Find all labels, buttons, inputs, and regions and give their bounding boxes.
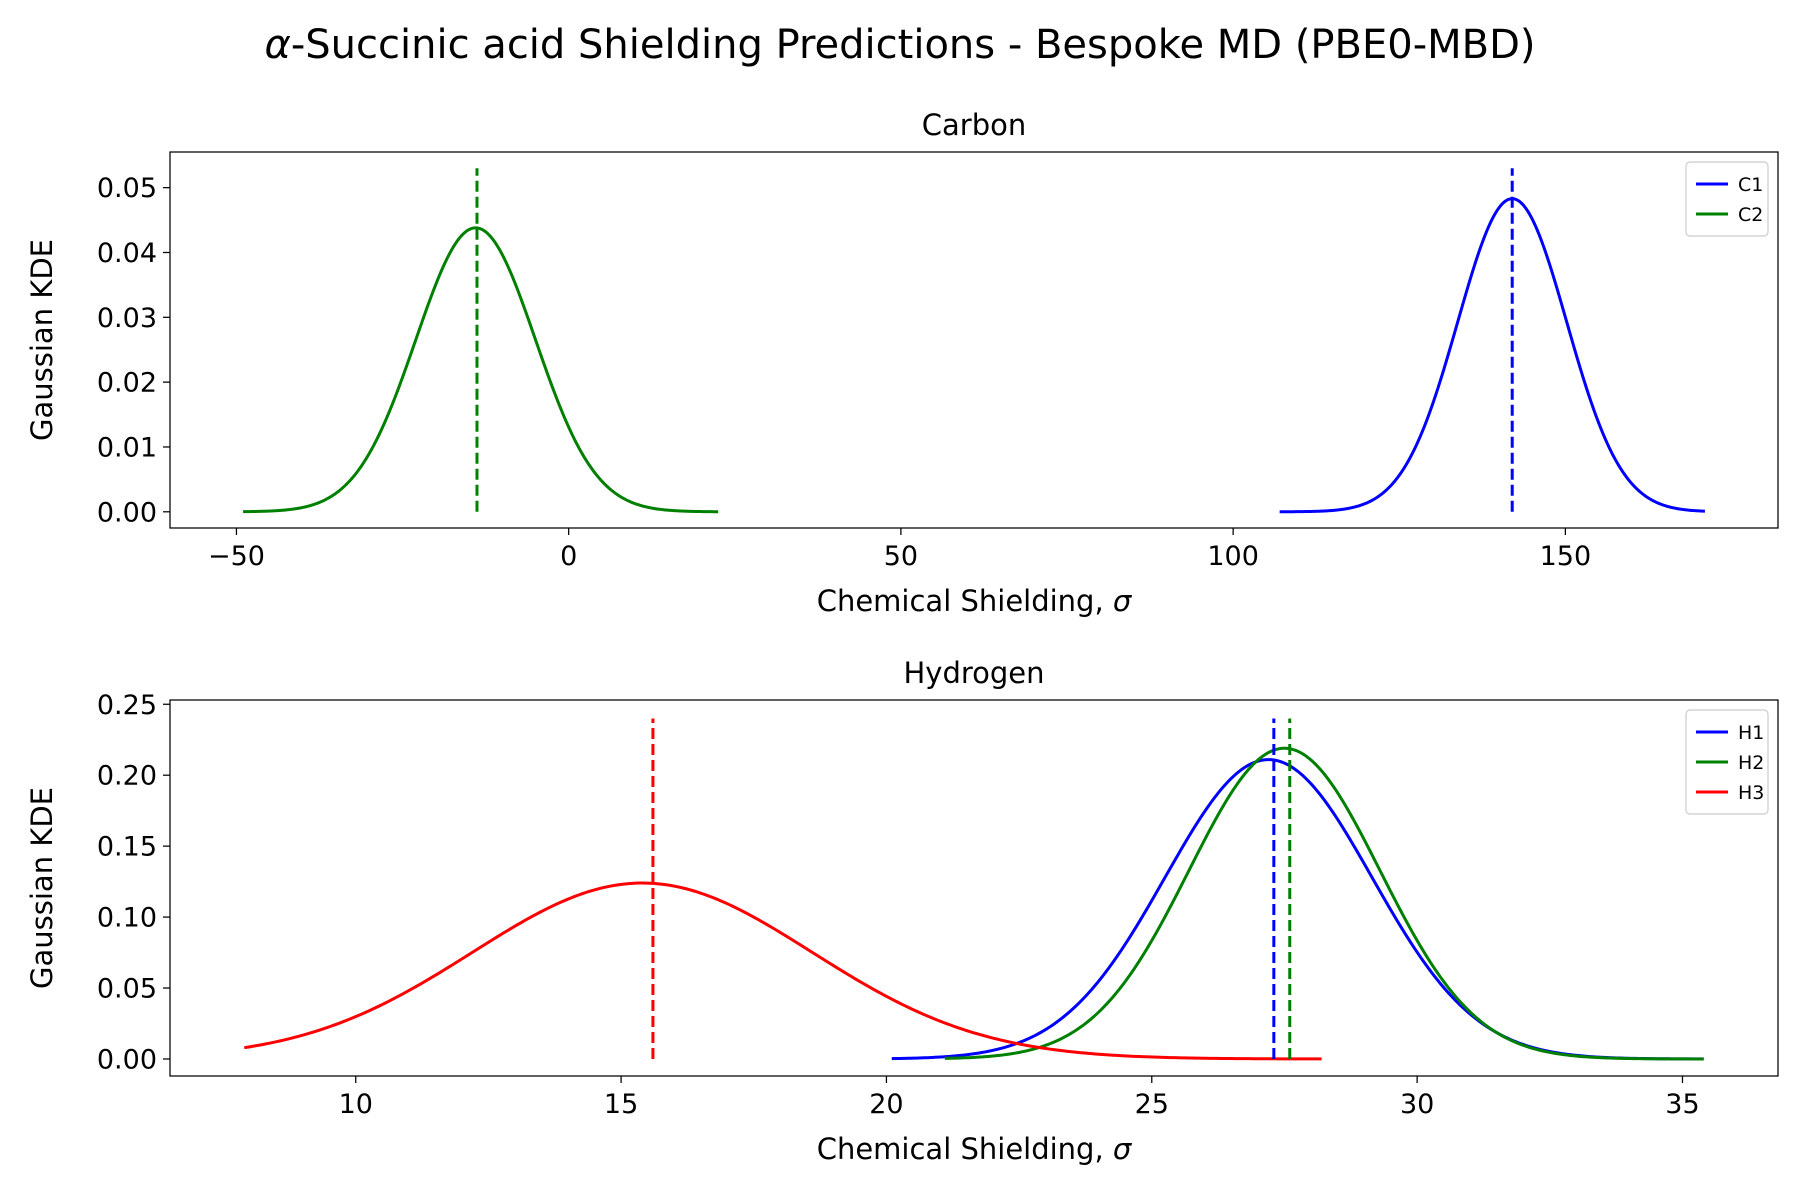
hydrogen-series-h3-curve [244, 881, 1322, 1061]
hydrogen-legend-label-h3: H3 [1738, 782, 1764, 804]
carbon-x-axis-label: Chemical Shielding, σ [817, 584, 1133, 618]
carbon-legend-label-c1: C1 [1738, 174, 1763, 196]
carbon-legend-box [1685, 161, 1769, 237]
hydrogen-series-h2-curve [944, 746, 1704, 1061]
carbon-series-c2-curve [243, 226, 719, 514]
carbon-y-tick-label: 0.02 [97, 368, 157, 399]
carbon-x-tick-label: −50 [208, 541, 265, 572]
hydrogen-legend-label-h2: H2 [1738, 752, 1764, 774]
hydrogen-panel: 10 15 20 25 30 35 0.00 0.05 0.10 0.15 0.20 0.25 Hydr… [25, 656, 1779, 1166]
hydrogen-x-tick-label: 20 [869, 1089, 903, 1120]
carbon-panel-title: Carbon [922, 108, 1026, 142]
hydrogen-x-tick-label: 15 [604, 1089, 638, 1120]
carbon-y-axis-label: Gaussian KDE [25, 239, 59, 441]
hydrogen-x-tick-label: 10 [339, 1089, 373, 1120]
hydrogen-y-tick-label: 0.20 [97, 761, 157, 792]
carbon-y-tick-label: 0.03 [97, 303, 157, 334]
carbon-x-tick-label: 0 [560, 541, 577, 572]
hydrogen-x-tick-label: 35 [1665, 1089, 1699, 1120]
carbon-y-tick-label: 0.04 [97, 238, 157, 269]
hydrogen-y-tick-label: 0.25 [97, 690, 157, 721]
carbon-y-tick-label: 0.05 [97, 173, 157, 204]
hydrogen-y-tick-label: 0.15 [97, 832, 157, 863]
figure-title-alpha: α [264, 22, 290, 68]
carbon-series-c1-curve [1279, 197, 1705, 514]
hydrogen-x-axis-label: Chemical Shielding, σ [817, 1132, 1133, 1166]
figure-title: α-Succinic acid Shielding Predictions - … [264, 22, 1535, 68]
carbon-x-tick-label: 50 [884, 541, 918, 572]
hydrogen-y-tick-label: 0.00 [97, 1044, 157, 1075]
carbon-panel: −50 0 50 100 150 0.00 0.01 0.02 0.03 0.04 0.05 Carb… [25, 108, 1779, 618]
hydrogen-legend: H1 H2 H3 [1685, 709, 1769, 815]
carbon-legend-label-c2: C2 [1738, 204, 1763, 226]
hydrogen-x-tick-label: 30 [1400, 1089, 1434, 1120]
hydrogen-y-tick-label: 0.10 [97, 903, 157, 934]
carbon-x-tick-label: 100 [1207, 541, 1259, 572]
hydrogen-panel-title: Hydrogen [903, 656, 1044, 690]
carbon-y-tick-label: 0.01 [97, 432, 157, 463]
hydrogen-y-tick-label: 0.05 [97, 974, 157, 1005]
carbon-axes-frame [169, 151, 1779, 529]
hydrogen-y-axis-label: Gaussian KDE [25, 787, 59, 989]
carbon-x-tick-label: 150 [1540, 541, 1592, 572]
hydrogen-legend-label-h1: H1 [1738, 722, 1764, 744]
hydrogen-x-tick-label: 25 [1135, 1089, 1169, 1120]
figure-title-text: -Succinic acid Shielding Predictions - B… [291, 22, 1536, 68]
hydrogen-series-h1-curve [891, 758, 1704, 1061]
hydrogen-axes-frame [169, 699, 1779, 1077]
carbon-y-tick-label: 0.00 [97, 497, 157, 528]
